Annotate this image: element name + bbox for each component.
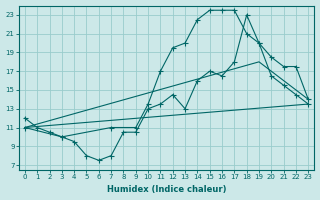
X-axis label: Humidex (Indice chaleur): Humidex (Indice chaleur)	[107, 185, 226, 194]
